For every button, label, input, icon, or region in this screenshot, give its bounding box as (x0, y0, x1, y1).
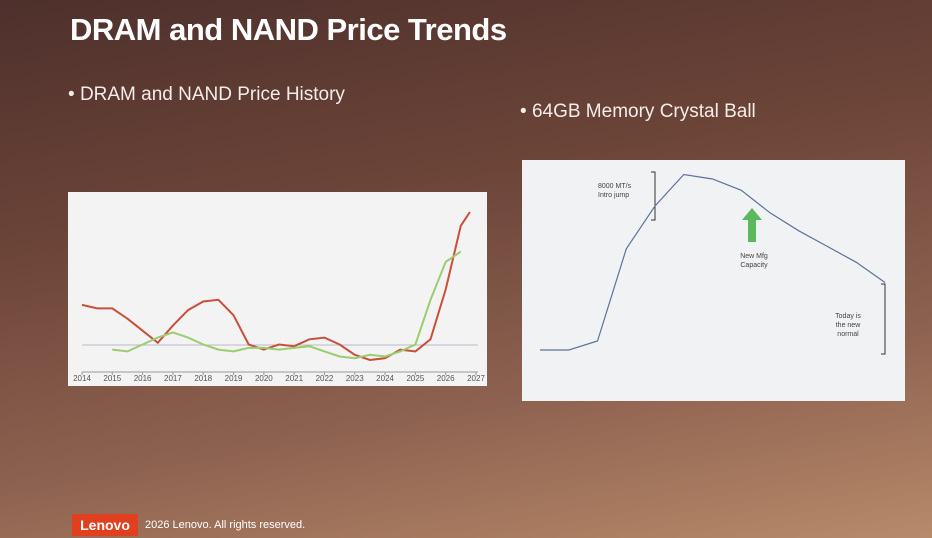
x-tick-label: 2019 (225, 374, 243, 383)
bullet: 64GB Memory Crystal Ball (520, 101, 756, 123)
annotation: Intro jump (598, 192, 629, 199)
chart-panel (68, 192, 487, 386)
x-tick-label: 2016 (134, 374, 152, 383)
up-arrow (742, 208, 762, 242)
x-tick-label: 2015 (103, 374, 121, 383)
series-line (112, 250, 462, 360)
bracket (651, 171, 656, 221)
x-tick-label: 2026 (437, 374, 455, 383)
annotation: normal (837, 331, 859, 338)
x-tick-label: 2022 (316, 374, 334, 383)
x-tick-label: 2018 (194, 374, 212, 383)
x-tick-label: 2025 (406, 374, 424, 383)
x-tick-label: 2021 (285, 374, 303, 383)
x-tick-label: 2014 (73, 374, 91, 383)
series-line (81, 211, 471, 362)
annotation: 8000 MT/s (598, 183, 632, 190)
slide-title: DRAM and NAND Price Trends (70, 12, 507, 47)
series-line (540, 173, 886, 351)
annotation: the new (836, 322, 861, 329)
x-tick-label: 2020 (255, 374, 273, 383)
x-tick-label: 2027 (467, 374, 485, 383)
bullet: DRAM and NAND Price History (68, 84, 345, 106)
bracket (881, 283, 886, 355)
x-tick-label: 2023 (346, 374, 364, 383)
copyright: 2026 Lenovo. All rights reserved. (145, 519, 306, 531)
x-tick-label: 2024 (376, 374, 394, 383)
annotation: Today is (835, 313, 861, 320)
annotation: New Mfg (740, 253, 768, 260)
x-tick-label: 2017 (164, 374, 182, 383)
logo: Lenovo (72, 514, 138, 536)
chart-panel (522, 160, 905, 401)
annotation: Capacity (740, 262, 768, 269)
